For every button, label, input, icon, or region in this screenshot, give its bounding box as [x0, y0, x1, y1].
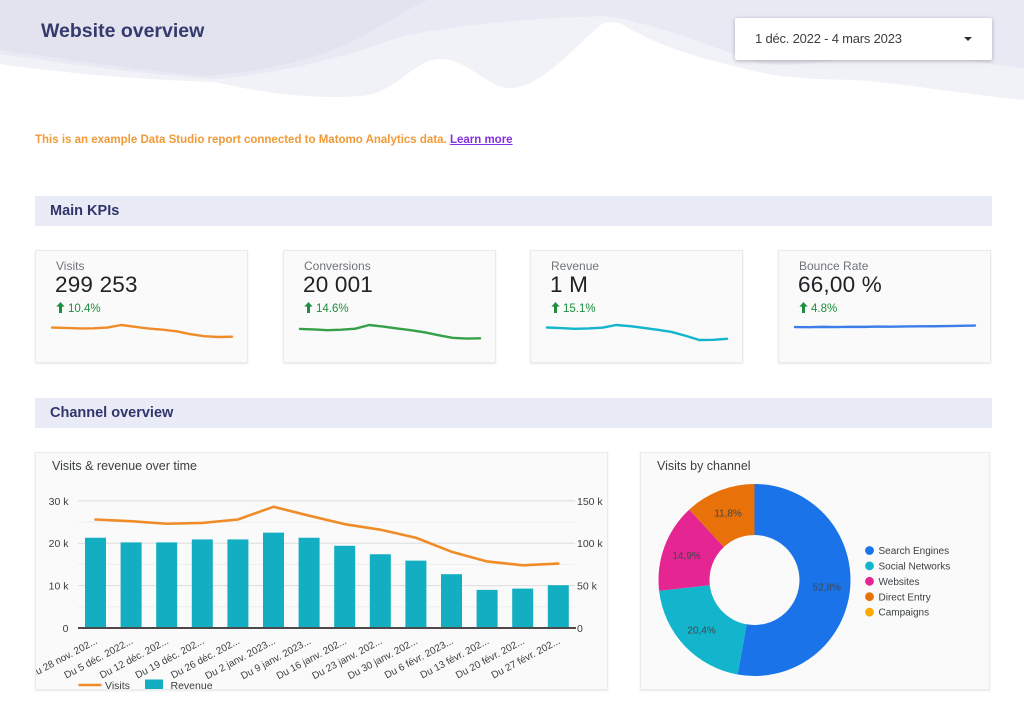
svg-text:Direct Entry: Direct Entry — [879, 592, 931, 603]
svg-text:Campaigns: Campaigns — [879, 608, 930, 619]
svg-text:10 k: 10 k — [49, 581, 70, 593]
svg-text:Visits: Visits — [105, 680, 130, 689]
svg-text:0: 0 — [577, 623, 583, 635]
svg-text:150 k: 150 k — [577, 496, 603, 508]
svg-text:100 k: 100 k — [577, 538, 603, 550]
svg-text:0: 0 — [63, 623, 69, 635]
svg-text:14,9%: 14,9% — [672, 551, 700, 562]
svg-text:Revenue: Revenue — [171, 680, 213, 689]
svg-text:50 k: 50 k — [577, 581, 598, 593]
svg-text:52,8%: 52,8% — [813, 582, 841, 593]
svg-text:20,4%: 20,4% — [687, 626, 715, 637]
svg-text:Social Networks: Social Networks — [879, 562, 951, 573]
svg-text:20 k: 20 k — [49, 538, 70, 550]
svg-text:Search Engines: Search Engines — [879, 546, 950, 557]
svg-text:Websites: Websites — [879, 577, 920, 588]
svg-text:30 k: 30 k — [49, 496, 70, 508]
svg-text:11,8%: 11,8% — [714, 509, 742, 520]
